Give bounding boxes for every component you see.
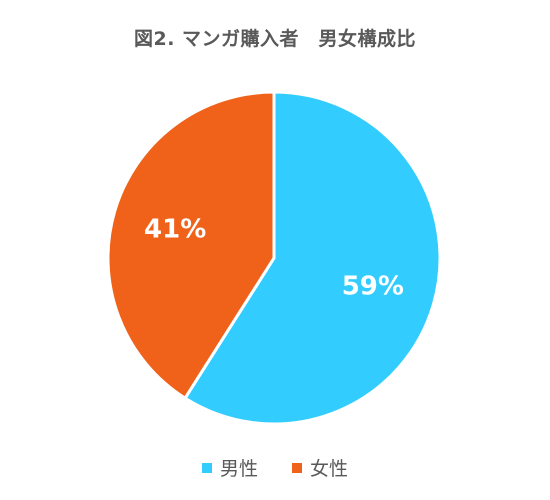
legend-item-female: 女性 xyxy=(292,454,348,481)
pie-slice-male xyxy=(183,90,442,426)
legend-swatch-female xyxy=(292,462,302,473)
pie-slice-female xyxy=(106,90,276,400)
chart-title: 図2. マンガ購入者 男女構成比 xyxy=(133,28,417,50)
data-label-female: 41% xyxy=(144,214,206,244)
data-label-male: 59% xyxy=(342,272,404,302)
legend-swatch-male xyxy=(201,462,212,473)
legend-label-male: 男性 xyxy=(219,458,258,480)
legend: 男性 女性 xyxy=(0,454,550,481)
legend-label-female: 女性 xyxy=(310,458,349,480)
legend-item-male: 男性 xyxy=(201,454,258,481)
